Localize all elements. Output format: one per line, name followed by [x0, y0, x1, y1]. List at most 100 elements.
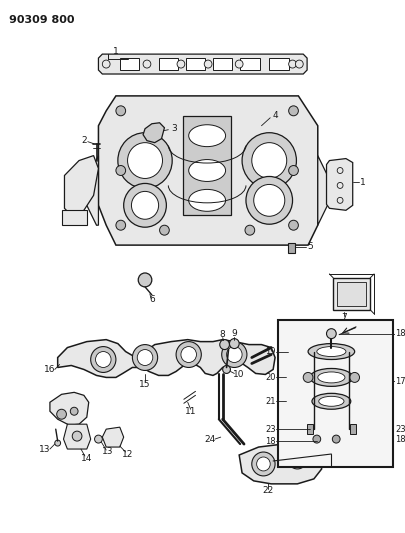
Ellipse shape: [318, 397, 343, 406]
Bar: [333, 278, 369, 310]
Circle shape: [226, 346, 241, 362]
Text: 10: 10: [233, 370, 244, 379]
Circle shape: [337, 197, 342, 203]
Circle shape: [70, 407, 78, 415]
Circle shape: [332, 435, 339, 443]
Text: 9: 9: [231, 329, 237, 338]
Text: 18: 18: [394, 329, 405, 338]
Circle shape: [303, 373, 312, 382]
Ellipse shape: [317, 372, 344, 383]
Polygon shape: [50, 392, 89, 425]
Circle shape: [251, 143, 286, 179]
Circle shape: [132, 345, 157, 370]
Polygon shape: [98, 96, 317, 245]
Circle shape: [221, 342, 246, 367]
Circle shape: [222, 366, 230, 374]
Text: 23: 23: [264, 425, 275, 434]
Polygon shape: [62, 211, 87, 225]
Bar: [277, 320, 392, 467]
Circle shape: [159, 225, 169, 235]
Text: 3: 3: [171, 124, 177, 133]
Bar: [269, 58, 288, 70]
Bar: [239, 58, 259, 70]
Text: 23: 23: [394, 425, 405, 434]
Ellipse shape: [316, 346, 345, 357]
Text: 8: 8: [219, 330, 225, 339]
Text: 17: 17: [394, 377, 405, 386]
Circle shape: [295, 60, 303, 68]
Bar: [306, 424, 312, 434]
Text: 1: 1: [359, 178, 364, 187]
Circle shape: [229, 338, 239, 349]
Ellipse shape: [311, 393, 350, 409]
Circle shape: [127, 143, 162, 179]
Circle shape: [117, 133, 172, 188]
Circle shape: [57, 409, 66, 419]
Text: 24: 24: [204, 434, 215, 443]
Circle shape: [235, 60, 243, 68]
Bar: [185, 58, 205, 70]
Circle shape: [251, 452, 275, 476]
Circle shape: [241, 133, 296, 188]
Text: 6: 6: [149, 295, 154, 304]
Text: 12: 12: [122, 449, 133, 458]
Text: 19: 19: [264, 347, 275, 356]
Circle shape: [288, 106, 298, 116]
Circle shape: [337, 182, 342, 188]
Circle shape: [287, 449, 306, 469]
Bar: [349, 424, 355, 434]
Circle shape: [326, 329, 335, 338]
Text: 7: 7: [340, 313, 346, 322]
Text: 11: 11: [184, 407, 196, 416]
Polygon shape: [143, 123, 164, 143]
Ellipse shape: [188, 189, 225, 211]
Circle shape: [176, 342, 201, 367]
Circle shape: [177, 60, 184, 68]
Text: 2: 2: [81, 136, 87, 145]
Circle shape: [137, 350, 152, 366]
Polygon shape: [64, 156, 98, 215]
Bar: [213, 58, 232, 70]
Circle shape: [288, 220, 298, 230]
Polygon shape: [326, 158, 352, 211]
Circle shape: [256, 457, 270, 471]
Polygon shape: [87, 156, 98, 225]
Circle shape: [253, 184, 284, 216]
Circle shape: [219, 340, 229, 350]
Circle shape: [115, 106, 125, 116]
Circle shape: [288, 60, 296, 68]
Circle shape: [55, 440, 60, 446]
Circle shape: [204, 60, 211, 68]
Circle shape: [90, 346, 115, 373]
Circle shape: [349, 373, 359, 382]
Circle shape: [94, 435, 102, 443]
Circle shape: [131, 191, 158, 219]
Text: 1: 1: [113, 46, 119, 55]
Circle shape: [138, 273, 151, 287]
Text: 13: 13: [39, 445, 51, 454]
Text: 18: 18: [264, 437, 275, 446]
Bar: [119, 58, 139, 70]
Circle shape: [288, 166, 298, 175]
Text: 16: 16: [44, 365, 55, 374]
Circle shape: [337, 167, 342, 173]
Ellipse shape: [188, 125, 225, 147]
Circle shape: [115, 166, 125, 175]
Bar: [337, 282, 365, 306]
Polygon shape: [63, 424, 90, 449]
Circle shape: [143, 60, 151, 68]
Circle shape: [95, 352, 111, 367]
Circle shape: [124, 183, 166, 227]
Circle shape: [181, 346, 196, 362]
Text: 21: 21: [264, 397, 275, 406]
Polygon shape: [58, 340, 275, 377]
Ellipse shape: [188, 159, 225, 181]
Text: 5: 5: [307, 241, 312, 251]
Circle shape: [72, 431, 82, 441]
Text: 4: 4: [272, 111, 277, 120]
Bar: [287, 243, 295, 253]
Circle shape: [102, 60, 110, 68]
Text: 90309 800: 90309 800: [9, 15, 75, 25]
Text: 14: 14: [81, 455, 92, 464]
Bar: [158, 58, 177, 70]
